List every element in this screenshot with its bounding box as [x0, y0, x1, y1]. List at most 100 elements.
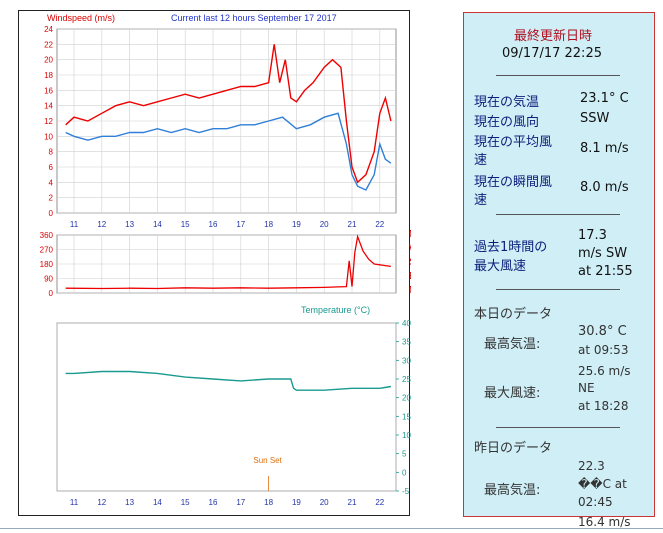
windspeed-x-tick-label: 14: [153, 220, 162, 229]
windspeed-x-tick-label: 13: [125, 220, 134, 229]
today-max-wind-label: 最大風速:: [484, 386, 541, 401]
temperature-y-tick-label: 20: [402, 394, 411, 403]
windspeed-x-tick-label: 21: [348, 220, 357, 229]
temperature-x-tick-label: 20: [320, 498, 329, 507]
temperature-x-tick-label: 12: [97, 498, 106, 507]
windspeed-x-tick-label: 16: [209, 220, 218, 229]
temperature-y-tick-label: 35: [402, 338, 411, 347]
wind-direction-compass-label: N: [409, 229, 411, 240]
temperature-x-tick-label: 19: [292, 498, 301, 507]
temperature-series-line: [65, 370, 392, 391]
temperature-y-tick-label: 40: [402, 319, 411, 328]
temp-value: 23.1° C: [580, 91, 629, 106]
windspeed-y-tick-label: 8: [49, 148, 54, 157]
windspeed-chart-title: Current last 12 hours September 17 2017: [171, 13, 337, 23]
windspeed-x-tick-label: 11: [70, 220, 79, 229]
sunset-annotation-label: Sun Set: [253, 456, 282, 465]
temperature-x-tick-label: 11: [70, 498, 79, 507]
inst-wind-label-1: 現在の瞬間風: [474, 175, 553, 190]
wind-dir-label: 現在の風向: [474, 115, 540, 130]
yesterday-title: 昨日のデータ: [474, 441, 553, 456]
wind-direction-series-line: [65, 234, 391, 290]
windspeed-series-line: [65, 44, 392, 184]
max-wind-value-2: m/s SW: [578, 246, 628, 261]
temperature-y-tick-label: 0: [402, 468, 407, 477]
yesterday-max-temp-value-1: 22.3: [578, 459, 605, 473]
today-max-wind-value-1: 25.6 m/s: [578, 364, 631, 378]
temperature-y-tick-label: -5: [402, 487, 410, 496]
windspeed-x-tick-label: 20: [320, 220, 329, 229]
windspeed-y-tick-label: 2: [49, 194, 54, 203]
windspeed-y-tick-label: 16: [44, 86, 53, 95]
today-max-wind-time: at 18:28: [578, 399, 629, 413]
separator: [496, 289, 620, 290]
wind-direction-compass-label: W: [409, 243, 411, 254]
temperature-y-tick-label: 30: [402, 356, 411, 365]
today-max-wind-value-2: NE: [578, 381, 595, 395]
temperature-plot-area: [56, 322, 397, 492]
windspeed-y-tick-label: 6: [49, 163, 54, 172]
temperature-x-tick-label: 15: [181, 498, 190, 507]
yesterday-max-temp-label: 最高気温:: [484, 483, 541, 498]
temperature-x-tick-label: 16: [209, 498, 218, 507]
yesterday-max-temp-time: 02:45: [578, 495, 613, 509]
today-max-temp-label: 最高気温:: [484, 337, 541, 352]
windspeed-y-tick-label: 20: [44, 56, 53, 65]
max-wind-label-1: 過去1時間の: [474, 240, 548, 255]
windspeed-y-tick-label: 4: [49, 178, 54, 187]
today-max-temp-time: at 09:53: [578, 343, 629, 357]
windspeed-y-tick-label: 22: [44, 40, 53, 49]
temperature-x-tick-label: 22: [375, 498, 384, 507]
windspeed-x-tick-label: 17: [236, 220, 245, 229]
windspeed-series-line: [65, 112, 392, 191]
temperature-y-tick-label: 10: [402, 431, 411, 440]
max-wind-label-2: 最大風速: [474, 259, 527, 274]
wind-direction-y-tick-label: 360: [40, 231, 54, 240]
windspeed-y-axis-label: Windspeed (m/s): [47, 13, 115, 23]
windspeed-x-tick-label: 15: [181, 220, 190, 229]
avg-wind-value: 8.1 m/s: [580, 141, 629, 156]
temperature-x-tick-label: 17: [236, 498, 245, 507]
windspeed-y-tick-label: 18: [44, 71, 53, 80]
temperature-x-tick-label: 18: [264, 498, 273, 507]
current-conditions-panel: 最終更新日時 09/17/17 22:25 現在の気温 23.1° C 現在の風…: [463, 12, 655, 517]
wind-direction-y-tick-label: 270: [40, 246, 54, 255]
inst-wind-value: 8.0 m/s: [580, 180, 629, 195]
yesterday-extra: 16.4 m/s: [578, 515, 631, 529]
windspeed-x-tick-label: 12: [97, 220, 106, 229]
today-max-temp-value: 30.8° C: [578, 324, 627, 339]
wind-direction-y-tick-label: 180: [40, 260, 54, 269]
wind-direction-compass-label: E: [409, 271, 411, 282]
bottom-divider: [0, 528, 663, 529]
max-wind-value-1: 17.3: [578, 228, 607, 243]
wind-direction-compass-label: N: [409, 285, 411, 296]
temperature-x-tick-label: 21: [348, 498, 357, 507]
avg-wind-label-1: 現在の平均風: [474, 135, 553, 150]
windspeed-x-tick-label: 19: [292, 220, 301, 229]
separator: [496, 214, 620, 215]
temperature-y-tick-label: 15: [402, 412, 411, 421]
yesterday-max-temp-value-2: ��C at: [578, 477, 627, 491]
max-wind-value-3: at 21:55: [578, 264, 633, 279]
separator: [496, 75, 620, 76]
windspeed-y-tick-label: 14: [44, 102, 53, 111]
temperature-chart-title: Temperature (°C): [301, 305, 370, 315]
windspeed-x-tick-label: 18: [264, 220, 273, 229]
wind-dir-value: SSW: [580, 111, 610, 126]
avg-wind-label-2: 速: [474, 153, 488, 168]
today-title: 本日のデータ: [474, 307, 553, 322]
wind-direction-y-tick-label: 90: [44, 275, 53, 284]
wind-direction-y-tick-label: 0: [49, 289, 54, 298]
temperature-x-tick-label: 14: [153, 498, 162, 507]
panel-title: 最終更新日時: [514, 29, 593, 44]
wind-direction-compass-label: S: [409, 257, 411, 268]
inst-wind-label-2: 速: [474, 193, 488, 208]
weather-charts: 0 2 4 6 8 10 12 14 16 18 20 22 24 11 12 13 14 15 16 17 18 19 2…: [18, 10, 411, 516]
windspeed-x-tick-label: 22: [375, 220, 384, 229]
temp-label: 現在の気温: [474, 95, 540, 110]
temperature-y-tick-label: 25: [402, 375, 411, 384]
temperature-y-tick-label: 5: [402, 450, 407, 459]
separator: [496, 427, 620, 428]
windspeed-y-tick-label: 12: [44, 117, 53, 126]
